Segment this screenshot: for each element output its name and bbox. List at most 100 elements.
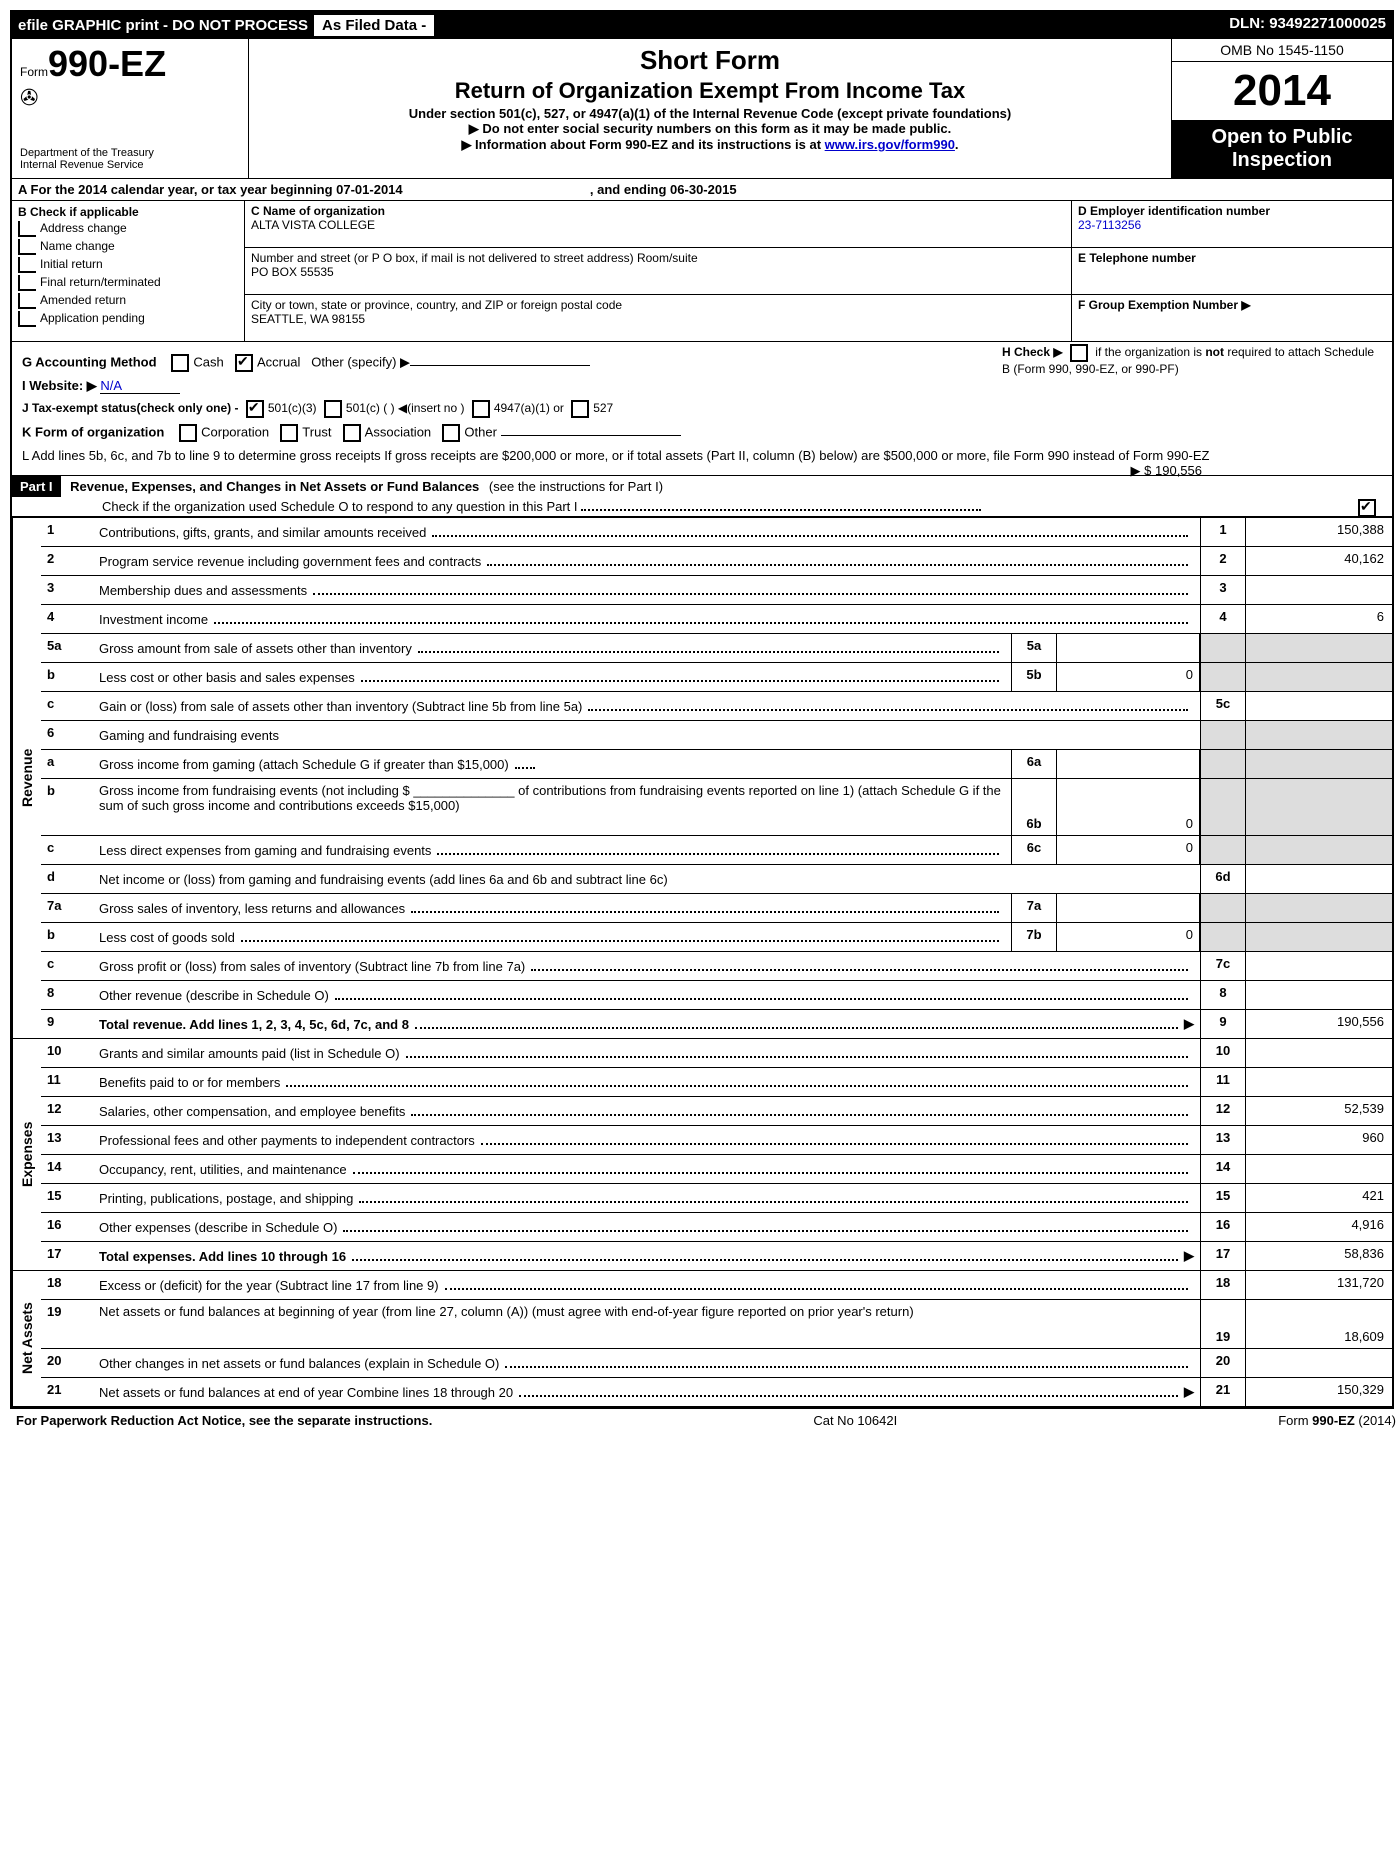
l11-rn: 11 — [1200, 1068, 1245, 1096]
l5c-desc: Gain or (loss) from sale of assets other… — [99, 699, 582, 714]
l12-desc: Salaries, other compensation, and employ… — [99, 1104, 405, 1119]
l21-arrow: ▶ — [1184, 1384, 1194, 1400]
note-info: ▶ Information about Form 990-EZ and its … — [259, 137, 1161, 153]
l4-desc: Investment income — [99, 612, 208, 627]
l7c-desc: Gross profit or (loss) from sales of inv… — [99, 959, 525, 974]
org-street: PO BOX 55535 — [251, 265, 1065, 279]
ein-link[interactable]: 23-7113256 — [1078, 218, 1141, 232]
row-a-begin: A For the 2014 calendar year, or tax yea… — [18, 182, 403, 197]
l8-val — [1245, 981, 1392, 1009]
cb-4947[interactable] — [472, 400, 490, 418]
l12-num: 12 — [41, 1097, 93, 1125]
l6d-desc: Net income or (loss) from gaming and fun… — [99, 872, 668, 887]
part1-check-text: Check if the organization used Schedule … — [102, 499, 578, 514]
l6-rv-shade — [1245, 721, 1392, 749]
cb-527[interactable] — [571, 400, 589, 418]
l19-desc: Net assets or fund balances at beginning… — [99, 1304, 914, 1319]
l1-num: 1 — [41, 518, 93, 546]
cb-amended-return[interactable] — [18, 293, 36, 309]
l13-desc: Professional fees and other payments to … — [99, 1133, 475, 1148]
l5a-rn-shade — [1200, 634, 1245, 662]
l15-rn: 15 — [1200, 1184, 1245, 1212]
l10-desc: Grants and similar amounts paid (list in… — [99, 1046, 400, 1061]
l2-num: 2 — [41, 547, 93, 575]
k-opt-3: Other — [464, 424, 497, 439]
l18-rn: 18 — [1200, 1271, 1245, 1299]
row-a: A For the 2014 calendar year, or tax yea… — [12, 179, 1392, 201]
c-street-label: Number and street (or P O box, if mail i… — [251, 251, 1065, 265]
cb-initial-return[interactable] — [18, 257, 36, 273]
form-prefix: Form — [20, 65, 48, 79]
l13-val: 960 — [1245, 1126, 1392, 1154]
l9-rn: 9 — [1200, 1010, 1245, 1038]
l2-val: 40,162 — [1245, 547, 1392, 575]
revenue-side-label: Revenue — [12, 518, 41, 1038]
row-bcdef: B Check if applicable Address change Nam… — [12, 201, 1392, 342]
l6c-num: c — [41, 836, 93, 864]
l7b-sn: 7b — [1011, 923, 1057, 951]
cb-name-change[interactable] — [18, 239, 36, 255]
g-other-input[interactable] — [410, 365, 590, 366]
footer-left: For Paperwork Reduction Act Notice, see … — [16, 1413, 432, 1428]
l7a-rv-shade — [1245, 894, 1392, 922]
col-c: C Name of organization ALTA VISTA COLLEG… — [244, 201, 1071, 341]
subtitle: Under section 501(c), 527, or 4947(a)(1)… — [259, 106, 1161, 121]
cb-schedule-b[interactable] — [1070, 344, 1088, 362]
cb-address-change[interactable] — [18, 221, 36, 237]
g-other: Other (specify) ▶ — [311, 354, 410, 369]
j-o4: 527 — [593, 401, 613, 415]
k-opt-2: Association — [365, 424, 431, 439]
open-public-1: Open to Public — [1174, 126, 1390, 149]
revenue-section: Revenue 1Contributions, gifts, grants, a… — [12, 517, 1392, 1038]
l9-num: 9 — [41, 1010, 93, 1038]
cb-501c[interactable] — [324, 400, 342, 418]
cb-501c3[interactable] — [246, 400, 264, 418]
cb-trust[interactable] — [280, 424, 298, 442]
cb-association[interactable] — [343, 424, 361, 442]
l6c-sn: 6c — [1011, 836, 1057, 864]
cb-corporation[interactable] — [179, 424, 197, 442]
l6b-rv-shade — [1245, 779, 1392, 835]
l18-val: 131,720 — [1245, 1271, 1392, 1299]
l8-rn: 8 — [1200, 981, 1245, 1009]
irs-link[interactable]: www.irs.gov/form990 — [825, 137, 955, 152]
k-other-input[interactable] — [501, 435, 681, 436]
l5b-num: b — [41, 663, 93, 691]
cb-cash[interactable] — [171, 354, 189, 372]
l10-val — [1245, 1039, 1392, 1067]
l16-num: 16 — [41, 1213, 93, 1241]
l7c-val — [1245, 952, 1392, 980]
cb-final-return[interactable] — [18, 275, 36, 291]
f-label: F Group Exemption Number ▶ — [1078, 298, 1251, 312]
l6a-rn-shade — [1200, 750, 1245, 778]
l21-val: 150,329 — [1245, 1378, 1392, 1406]
l8-desc: Other revenue (describe in Schedule O) — [99, 988, 329, 1003]
c-name-label: C Name of organization — [251, 204, 385, 218]
l-text: L Add lines 5b, 6c, and 7b to line 9 to … — [22, 448, 1209, 463]
b-opt-3: Final return/terminated — [40, 275, 161, 289]
cb-accrual[interactable] — [235, 354, 253, 372]
l6c-sv: 0 — [1057, 836, 1200, 864]
e-label: E Telephone number — [1078, 251, 1196, 265]
efile-label: efile GRAPHIC print - DO NOT PROCESS — [18, 17, 308, 34]
cb-schedule-o[interactable] — [1358, 499, 1376, 517]
website-link[interactable]: N/A — [100, 378, 122, 393]
cb-application-pending[interactable] — [18, 311, 36, 327]
footer: For Paperwork Reduction Act Notice, see … — [10, 1409, 1400, 1432]
row-a-end: , and ending 06-30-2015 — [590, 182, 737, 197]
main-title: Return of Organization Exempt From Incom… — [259, 78, 1161, 104]
line-l: L Add lines 5b, 6c, and 7b to line 9 to … — [22, 448, 1382, 463]
l5a-sn: 5a — [1011, 634, 1057, 662]
j-o1: 501(c)(3) — [268, 401, 317, 415]
l6a-desc: Gross income from gaming (attach Schedul… — [99, 757, 509, 772]
l17-arrow: ▶ — [1184, 1248, 1194, 1264]
l20-num: 20 — [41, 1349, 93, 1377]
l7b-num: b — [41, 923, 93, 951]
as-filed-box: As Filed Data - — [314, 15, 434, 36]
cb-other-org[interactable] — [442, 424, 460, 442]
top-bar: efile GRAPHIC print - DO NOT PROCESS As … — [12, 12, 1392, 39]
l10-num: 10 — [41, 1039, 93, 1067]
dept-irs: Internal Revenue Service — [20, 159, 240, 171]
l16-desc: Other expenses (describe in Schedule O) — [99, 1220, 337, 1235]
l19-num: 19 — [41, 1300, 93, 1348]
